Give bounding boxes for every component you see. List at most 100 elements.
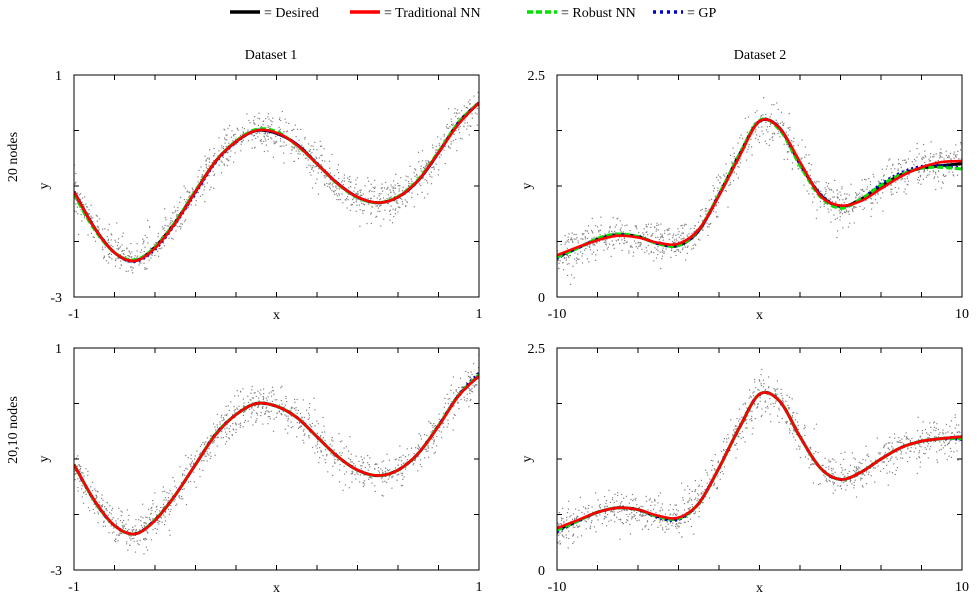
sample-point (562, 507, 564, 509)
sample-point (253, 134, 256, 136)
sample-point (694, 225, 696, 227)
sample-point (676, 249, 678, 251)
sample-point (433, 441, 435, 443)
sample-point (794, 439, 796, 441)
sample-point (660, 507, 662, 509)
sample-point (622, 505, 624, 507)
sample-point (97, 511, 99, 513)
sample-point (916, 148, 918, 150)
x-tick-label: -1 (68, 307, 80, 322)
sample-point (262, 124, 264, 126)
sample-point (283, 162, 285, 164)
sample-point (368, 203, 370, 205)
sample-point (789, 407, 791, 409)
sample-point (895, 469, 897, 471)
sample-point (197, 176, 199, 178)
sample-point (107, 262, 110, 264)
sample-point (129, 266, 132, 268)
sample-point (114, 540, 116, 542)
sample-point (832, 483, 834, 485)
sample-point (141, 526, 144, 529)
sample-point (935, 161, 937, 163)
sample-point (179, 225, 181, 227)
sample-point (374, 490, 376, 492)
sample-point (834, 179, 836, 181)
sample-point (897, 168, 899, 170)
sample-point (876, 202, 878, 204)
sample-point (333, 175, 336, 177)
sample-point (332, 465, 334, 467)
sample-point (682, 499, 684, 501)
sample-point (960, 158, 962, 160)
sample-point (687, 485, 689, 487)
sample-point (720, 467, 722, 469)
sample-point (131, 266, 133, 268)
sample-point (79, 480, 81, 482)
sample-point (948, 157, 950, 159)
sample-point (911, 161, 913, 163)
sample-point (905, 438, 907, 440)
sample-point (228, 142, 230, 144)
sample-point (691, 490, 693, 492)
sample-point (370, 213, 372, 215)
sample-point (934, 421, 936, 423)
sample-point (759, 395, 762, 397)
sample-point (787, 146, 789, 148)
sample-point (433, 168, 435, 170)
sample-point (840, 452, 842, 454)
sample-point (150, 507, 152, 509)
sample-point (164, 511, 167, 513)
sample-point (205, 441, 207, 443)
sample-point (335, 186, 337, 188)
sample-point (825, 478, 828, 480)
sample-point (405, 175, 407, 177)
sample-point (839, 485, 841, 487)
sample-point (882, 210, 884, 212)
sample-point (949, 152, 952, 154)
sample-point (285, 397, 287, 399)
sample-point (610, 511, 612, 513)
sample-point (827, 208, 829, 210)
sample-point (902, 178, 904, 180)
sample-point (372, 187, 374, 189)
sample-point (684, 521, 686, 523)
sample-point (768, 376, 770, 378)
sample-point (224, 142, 226, 144)
sample-point (155, 532, 157, 534)
sample-point (251, 411, 253, 413)
sample-point (376, 463, 378, 465)
sample-point (689, 497, 691, 499)
sample-point (933, 429, 935, 431)
sample-point (402, 472, 404, 474)
sample-point (775, 388, 777, 390)
sample-point (313, 148, 315, 150)
sample-point (940, 152, 942, 154)
sample-point (717, 190, 719, 192)
sample-point (780, 392, 782, 394)
sample-point (689, 488, 691, 490)
sample-point (348, 181, 350, 183)
sample-point (621, 522, 623, 524)
sample-point (243, 405, 245, 407)
sample-point (75, 181, 77, 183)
sample-point (389, 469, 391, 471)
sample-point (83, 475, 85, 477)
sample-point (307, 159, 309, 161)
sample-point (840, 488, 842, 490)
sample-point (562, 535, 564, 537)
sample-point (278, 411, 280, 413)
sample-point (468, 387, 470, 389)
sample-point (711, 469, 713, 471)
sample-point (388, 476, 390, 478)
sample-point (662, 247, 664, 249)
sample-point (208, 157, 210, 159)
sample-point (825, 189, 827, 191)
sample-point (660, 233, 662, 235)
sample-point (773, 104, 775, 106)
sample-point (234, 138, 237, 140)
sample-point (85, 203, 87, 205)
sample-point (132, 529, 134, 531)
sample-point (620, 502, 622, 504)
sample-point (193, 463, 195, 465)
sample-point (559, 260, 561, 262)
